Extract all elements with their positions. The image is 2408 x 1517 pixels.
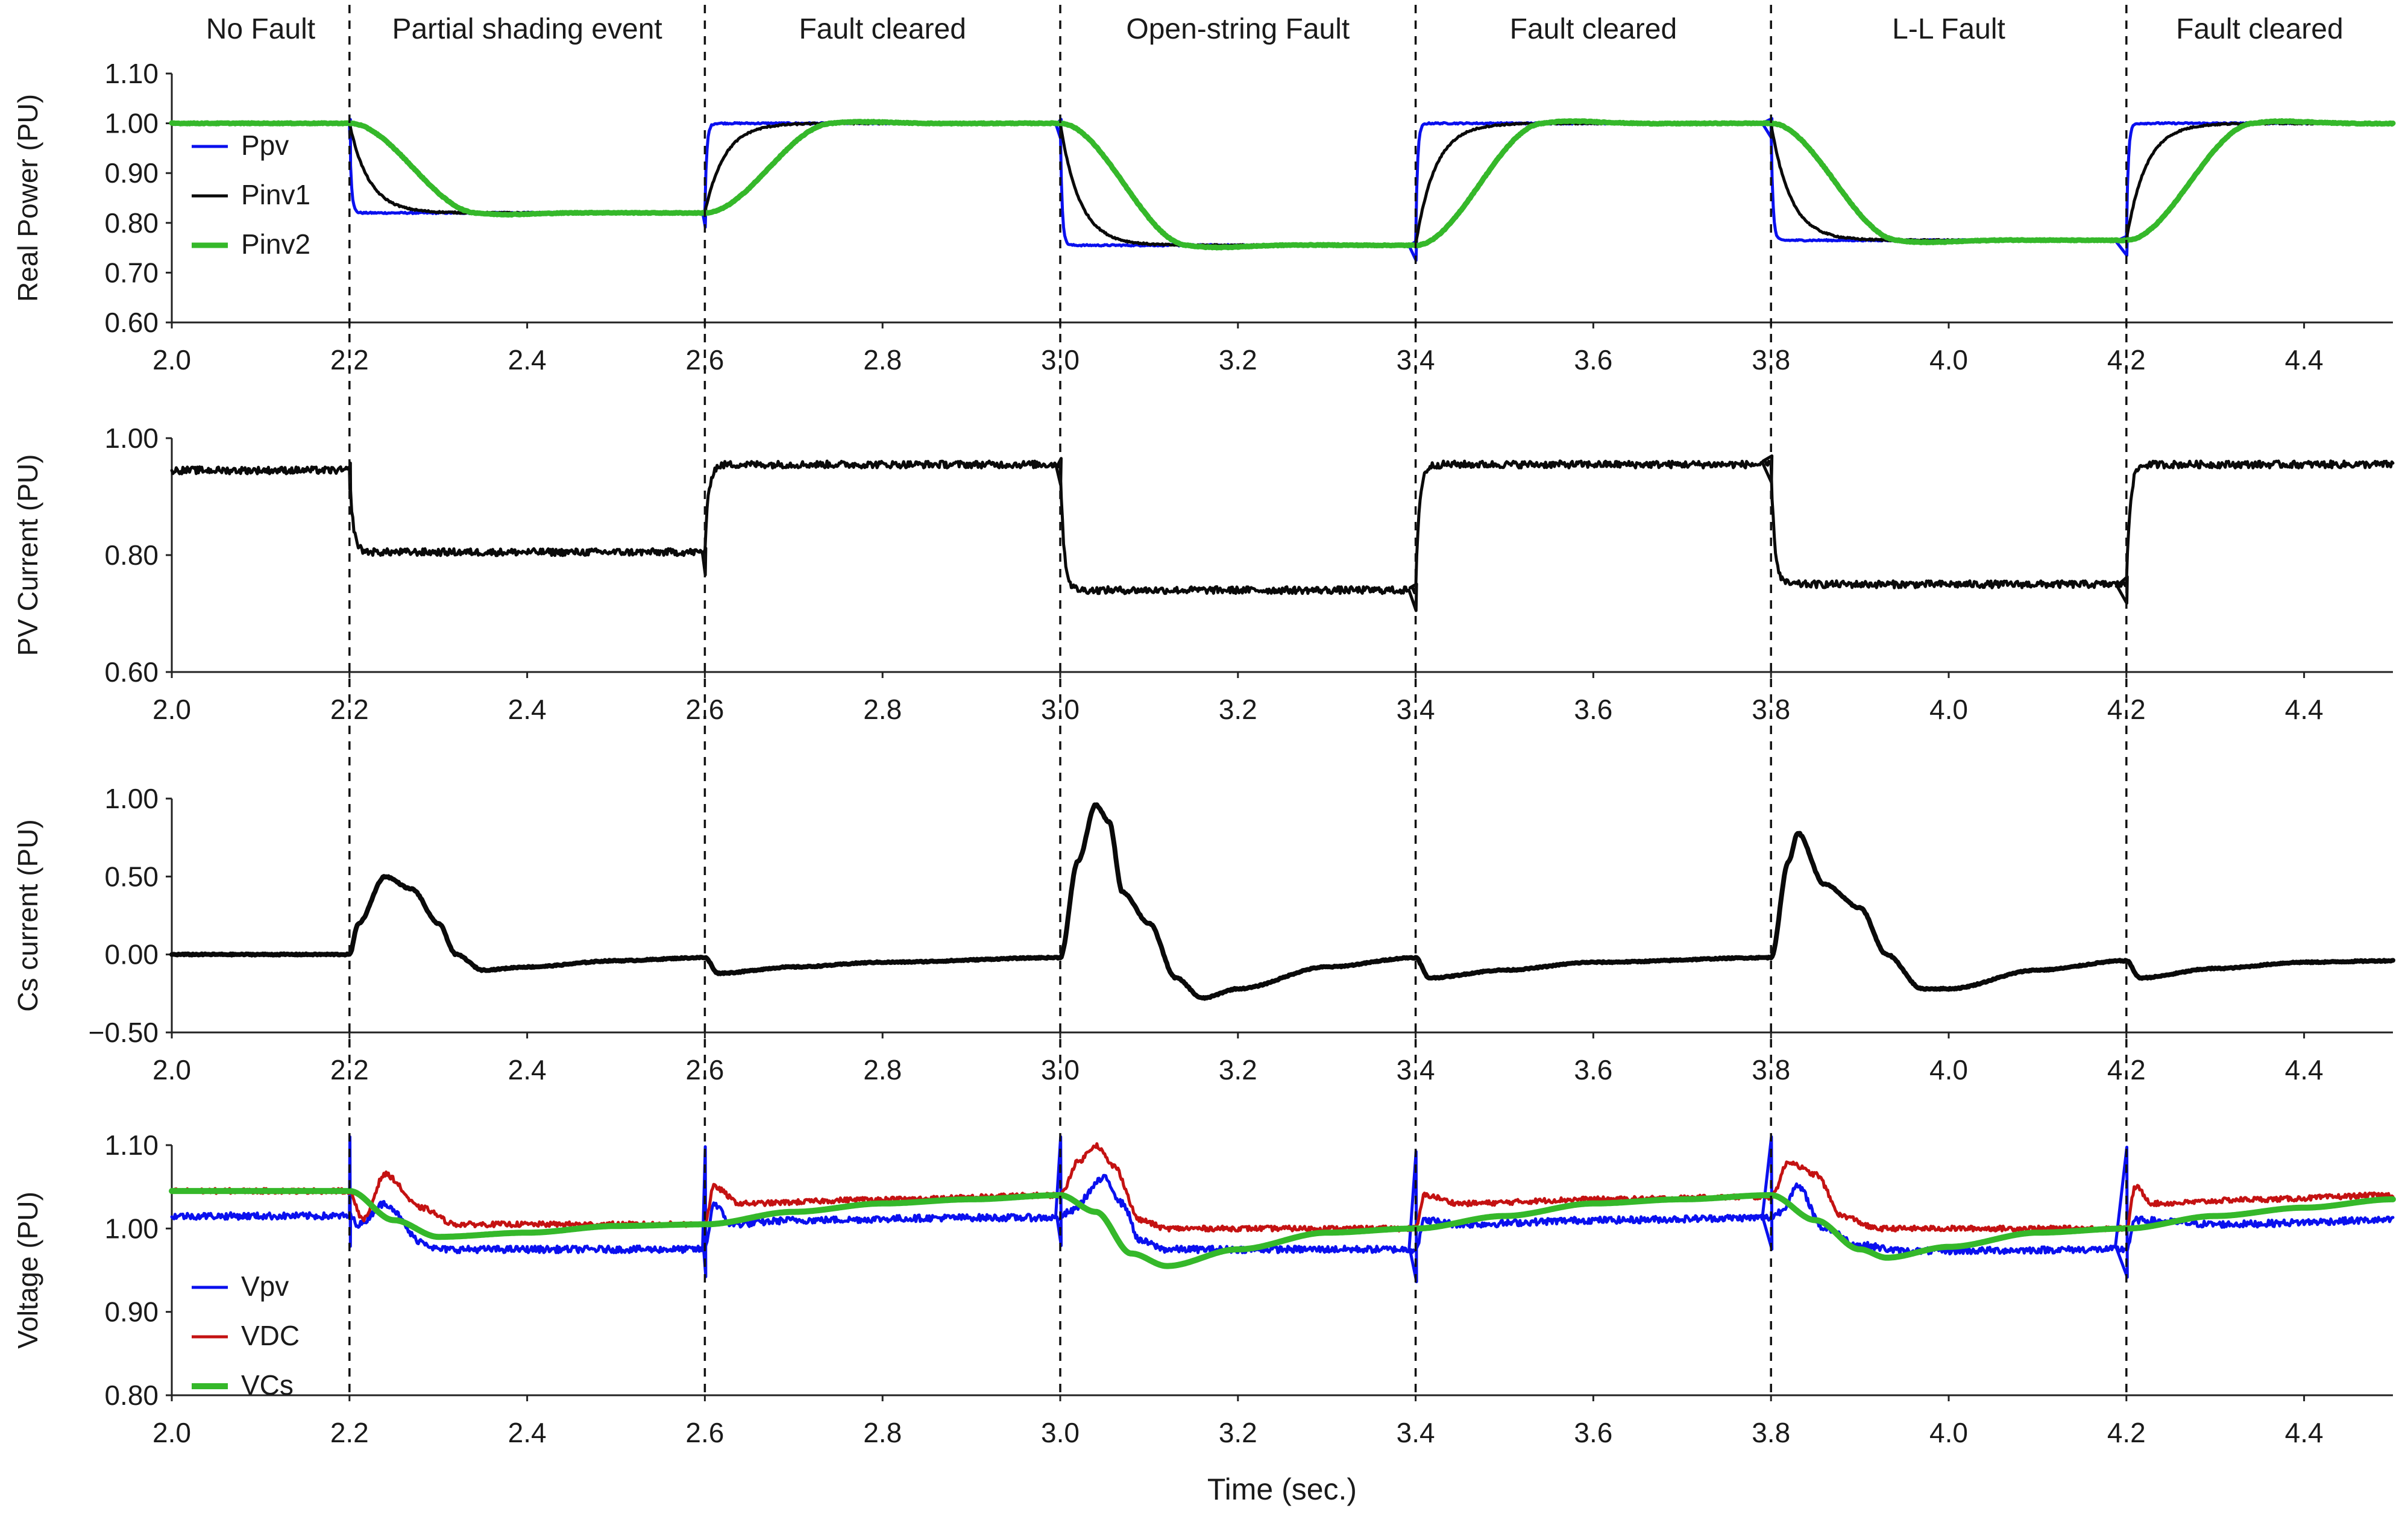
y-axis-label: Real Power (PU) — [12, 94, 43, 302]
y-axis-label: Cs current (PU) — [12, 819, 43, 1011]
x-tick-label: 2.0 — [152, 1054, 191, 1085]
legend-label: Pinv1 — [241, 179, 310, 210]
x-tick-label: 4.4 — [2285, 1054, 2324, 1085]
panel-1: 0.60 0.70 0.80 0.90 1.00 1.10 Real Power (PU) 2… — [12, 58, 2396, 375]
y-tick-label: 0.60 — [104, 307, 159, 338]
series-cs-current — [169, 802, 2395, 1001]
x-tick-label: 2.4 — [508, 1054, 547, 1085]
legend-label: Ppv — [241, 130, 289, 161]
series-pinv2 — [169, 118, 2396, 251]
y-tick-label: 1.00 — [104, 783, 159, 814]
x-tick-label: 4.0 — [1929, 694, 1968, 725]
x-tick-label: 3.0 — [1041, 1417, 1080, 1448]
legend-label: VCs — [241, 1369, 294, 1401]
x-tick-label: 2.0 — [152, 344, 191, 375]
y-tick-label: 1.10 — [104, 58, 159, 89]
event-label: Fault cleared — [799, 13, 966, 45]
x-axis-label: Time (sec.) — [1207, 1472, 1357, 1506]
series-vdc — [170, 1142, 2395, 1233]
x-tick-label: 3.2 — [1219, 344, 1257, 375]
y-tick-label: 1.00 — [104, 1213, 159, 1244]
y-tick-label: 1.00 — [104, 422, 159, 454]
x-tick-label: 4.2 — [2107, 1417, 2146, 1448]
series-pinv1 — [170, 121, 2395, 248]
x-tick-label: 3.6 — [1574, 344, 1612, 375]
event-label: Fault cleared — [2176, 13, 2343, 45]
y-tick-label: 1.00 — [104, 108, 159, 139]
x-tick-label: 3.2 — [1219, 694, 1257, 725]
y-tick-label: −0.50 — [89, 1017, 159, 1048]
x-tick-label: 4.0 — [1929, 1417, 1968, 1448]
x-tick-label: 2.4 — [508, 344, 547, 375]
y-tick-label: 0.60 — [104, 656, 159, 688]
x-tick-label: 3.6 — [1574, 1054, 1612, 1085]
x-tick-label: 3.4 — [1397, 1417, 1435, 1448]
x-tick-label: 2.4 — [508, 1417, 547, 1448]
x-tick-label: 4.4 — [2285, 694, 2324, 725]
series-vpv — [170, 1135, 2395, 1284]
x-tick-label: 4.0 — [1929, 1054, 1968, 1085]
x-tick-label: 3.8 — [1752, 1417, 1790, 1448]
x-tick-label: 2.6 — [685, 1417, 724, 1448]
x-tick-label: 2.4 — [508, 694, 547, 725]
legend: Vpv VDC VCs — [192, 1270, 300, 1401]
legend-label: VDC — [241, 1320, 300, 1351]
x-tick-label: 3.6 — [1574, 694, 1612, 725]
y-tick-label: 0.80 — [104, 1380, 159, 1411]
x-tick-label: 3.2 — [1219, 1054, 1257, 1085]
x-tick-label: 4.4 — [2285, 1417, 2324, 1448]
y-axis-label: PV Current (PU) — [12, 454, 43, 656]
x-tick-label: 2.2 — [330, 1417, 369, 1448]
x-tick-label: 4.4 — [2285, 344, 2324, 375]
legend: Ppv Pinv1 Pinv2 — [192, 130, 310, 260]
y-tick-label: 0.80 — [104, 207, 159, 239]
event-label: No Fault — [206, 13, 315, 45]
x-tick-label: 2.8 — [863, 1054, 902, 1085]
x-tick-label: 2.0 — [152, 694, 191, 725]
y-tick-label: 0.70 — [104, 257, 159, 288]
y-tick-label: 0.50 — [104, 861, 159, 892]
x-tick-label: 3.6 — [1574, 1417, 1612, 1448]
x-tick-label: 4.0 — [1929, 344, 1968, 375]
series-vcs — [169, 1188, 2396, 1269]
panel-4: 0.80 0.90 1.00 1.10 Voltage (PU) 2.0 2.2 2.4 2.6… — [12, 1129, 2396, 1448]
y-axis-label: Voltage (PU) — [12, 1192, 43, 1349]
y-tick-label: 0.90 — [104, 157, 159, 189]
y-tick-label: 0.00 — [104, 939, 159, 970]
x-tick-label: 3.2 — [1219, 1417, 1257, 1448]
y-tick-label: 1.10 — [104, 1129, 159, 1161]
y-tick-label: 0.90 — [104, 1296, 159, 1328]
x-tick-label: 2.0 — [152, 1417, 191, 1448]
legend-label: Pinv2 — [241, 228, 310, 260]
x-tick-label: 2.8 — [863, 344, 902, 375]
y-tick-label: 0.80 — [104, 539, 159, 571]
x-tick-label: 2.8 — [863, 694, 902, 725]
series-pv-current — [170, 454, 2395, 612]
event-label: Fault cleared — [1510, 13, 1677, 45]
legend-label: Vpv — [241, 1270, 289, 1302]
event-label: Open-string Fault — [1126, 13, 1350, 45]
event-label: L-L Fault — [1892, 13, 2005, 45]
x-tick-label: 2.8 — [863, 1417, 902, 1448]
event-label: Partial shading event — [392, 13, 662, 45]
